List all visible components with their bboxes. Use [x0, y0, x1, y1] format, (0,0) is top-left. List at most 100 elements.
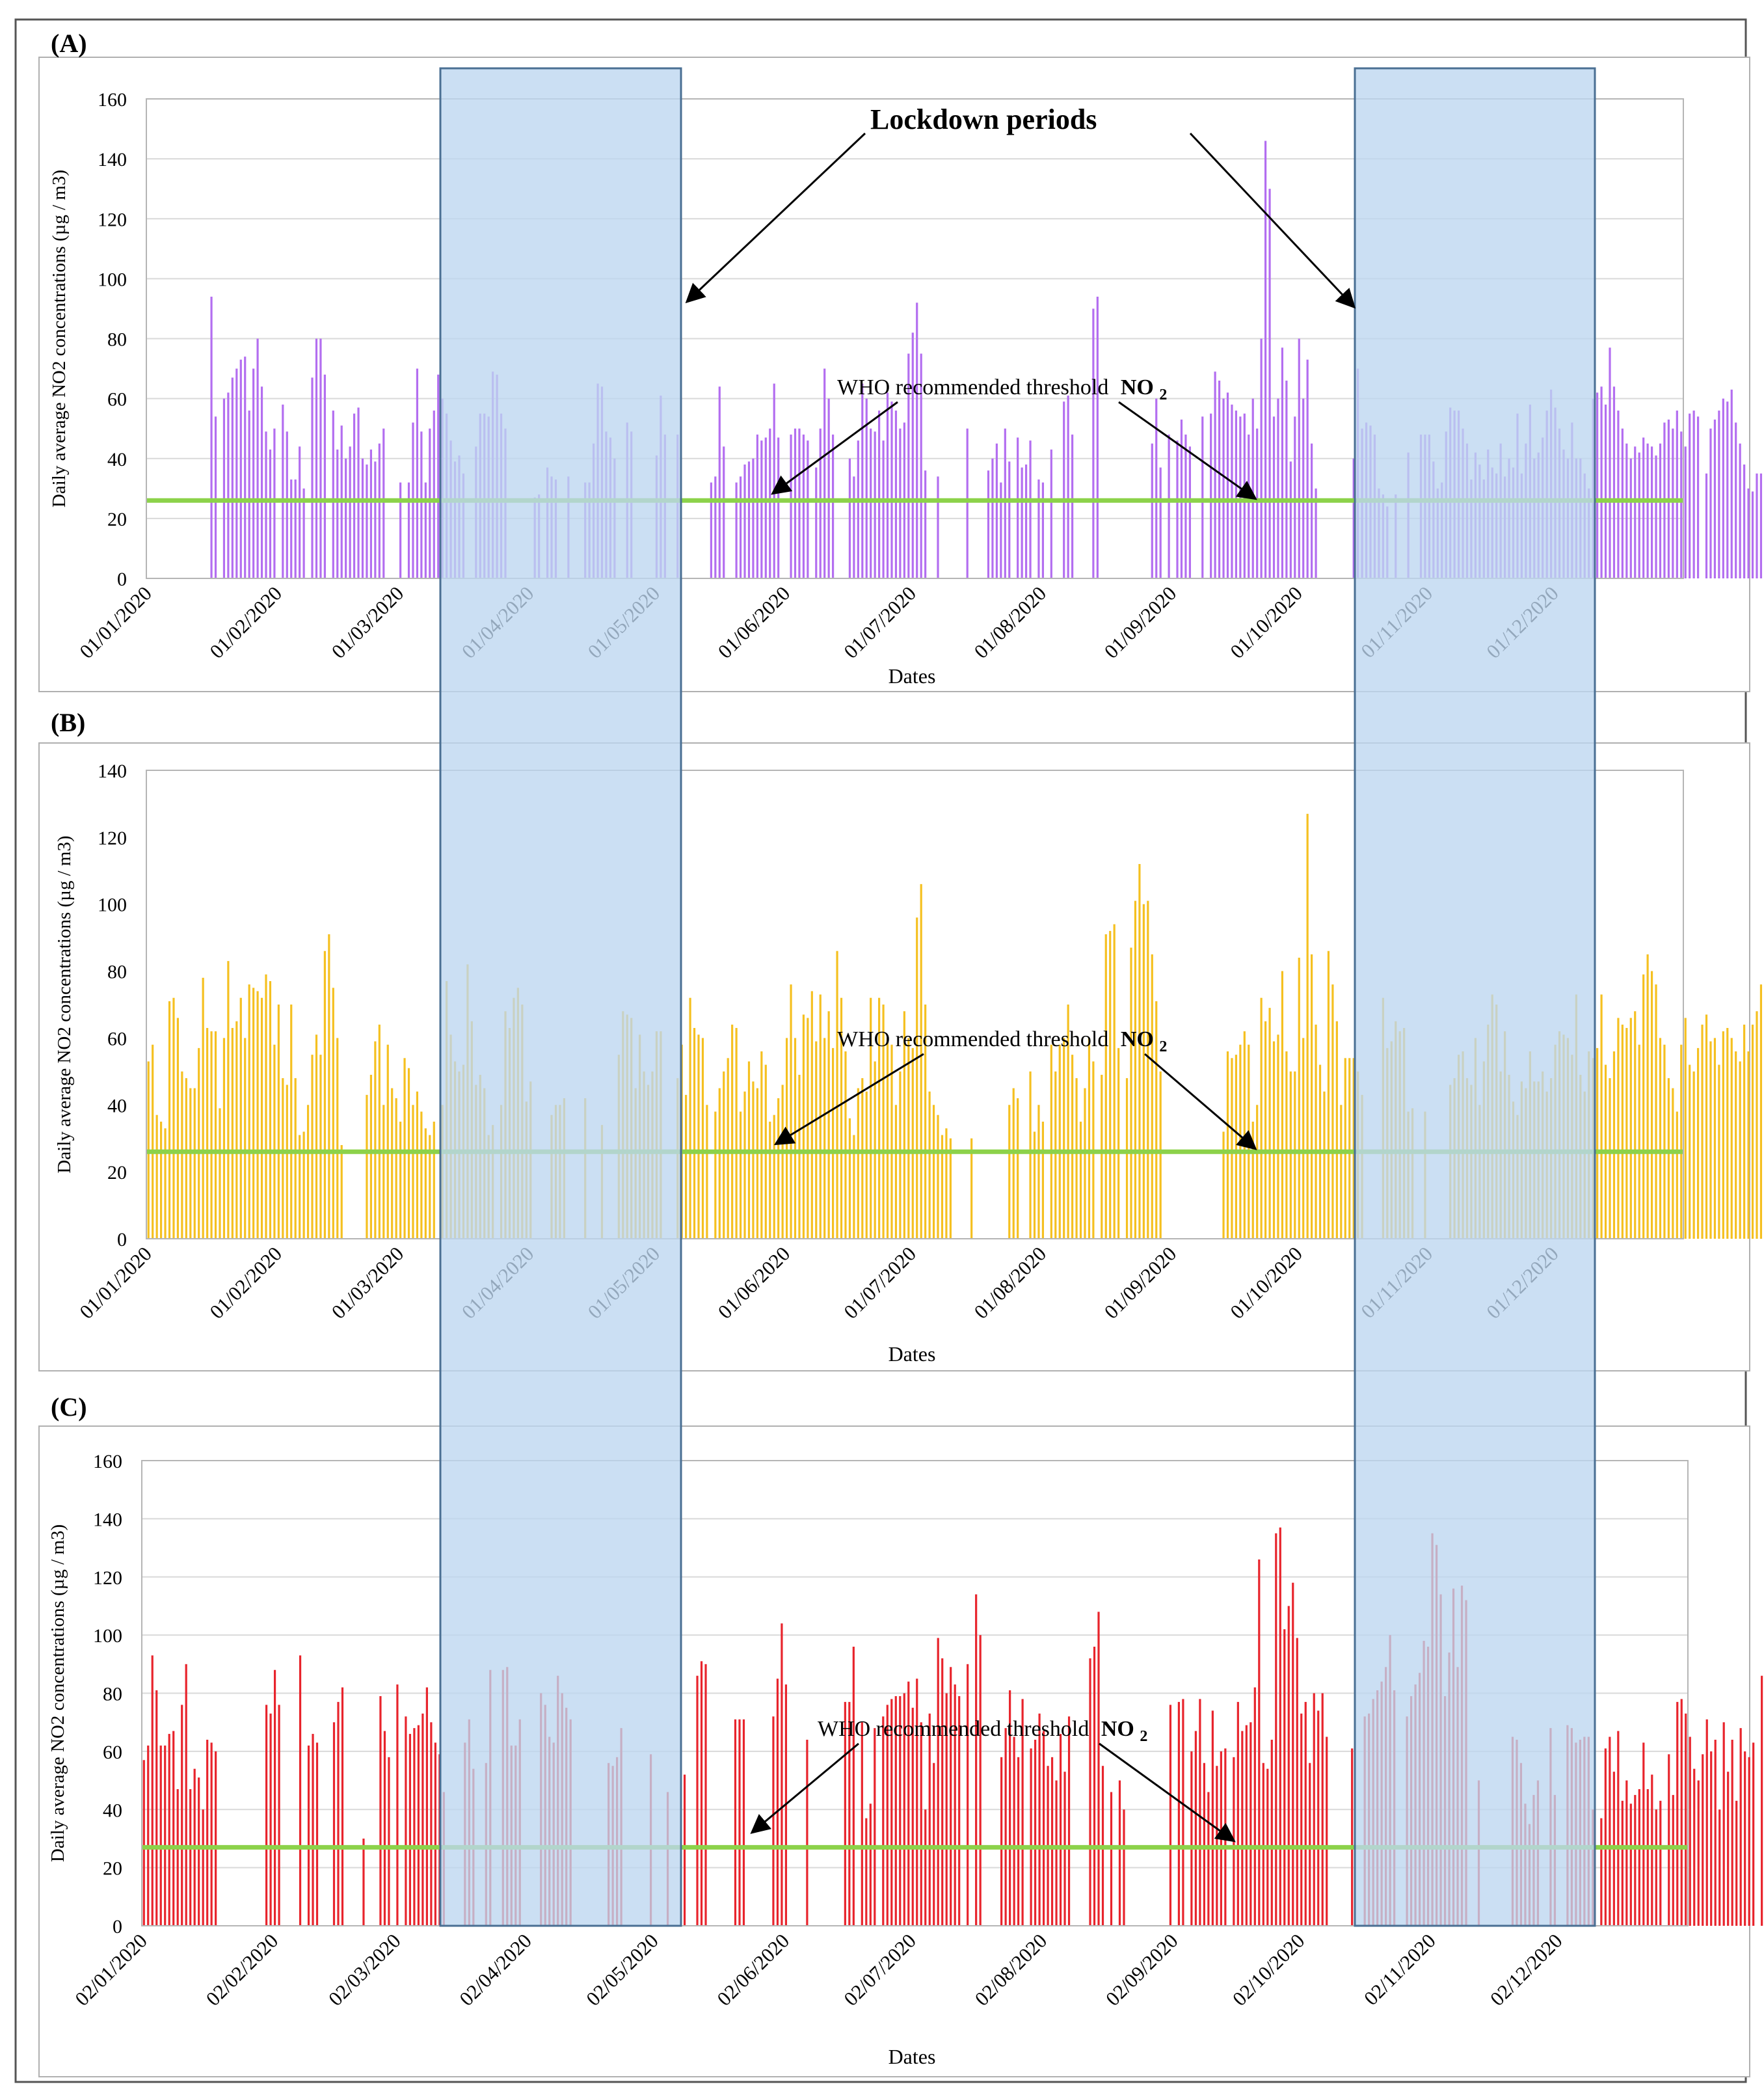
bar-b: [853, 1135, 855, 1239]
bar-a: [1096, 297, 1099, 578]
bar-b: [739, 1111, 742, 1239]
bar-c: [379, 1695, 382, 1926]
bar-a: [1184, 434, 1187, 578]
bar-b: [256, 991, 259, 1239]
who-arrow-right-c: [1099, 1742, 1236, 1843]
bar-c: [869, 1803, 872, 1926]
bar-c: [168, 1734, 170, 1926]
bar-a: [1298, 338, 1300, 578]
bar-c: [1351, 1748, 1354, 1926]
bar-b: [1348, 1058, 1351, 1239]
bar-b: [1159, 1071, 1162, 1239]
bar-b: [1663, 1044, 1666, 1239]
bar-b: [416, 1091, 419, 1239]
y-tick-label-a-60: 60: [107, 389, 127, 411]
bar-c: [1055, 1780, 1058, 1926]
bar-a: [1713, 419, 1717, 578]
bar-b: [1596, 1047, 1599, 1239]
bar-a: [718, 386, 721, 578]
panel-c-y-axis-label: Daily average NO2 concentrations (µg / m…: [47, 1524, 68, 1862]
bar-a: [1638, 452, 1640, 578]
bar-b: [433, 1122, 435, 1239]
bar-c: [700, 1661, 703, 1926]
bar-c: [1727, 1772, 1730, 1926]
bar-b: [1109, 930, 1112, 1239]
bar-a: [1008, 461, 1011, 578]
bar-c: [1258, 1559, 1261, 1926]
bar-c: [1067, 1716, 1071, 1926]
bar-b: [181, 1071, 183, 1239]
bar-c: [1292, 1582, 1294, 1926]
y-tick-label-b-40: 40: [107, 1095, 127, 1116]
bar-c: [181, 1705, 183, 1926]
bar-a: [1726, 401, 1729, 578]
bar-a: [299, 446, 301, 578]
y-tick-label-a-100: 100: [98, 269, 127, 290]
bar-a: [1642, 437, 1645, 578]
bar-b: [252, 988, 255, 1239]
bar-b: [685, 1094, 688, 1239]
bar-c: [742, 1719, 745, 1926]
bar-c: [1038, 1713, 1041, 1926]
bar-c: [1731, 1740, 1733, 1926]
bar-a: [790, 434, 792, 578]
bar-b: [1155, 1001, 1158, 1239]
bar-b: [920, 884, 922, 1239]
bar-b: [1041, 1122, 1045, 1239]
bar-a: [210, 297, 213, 578]
bar-c: [269, 1713, 272, 1926]
bar-a: [760, 440, 763, 578]
bar-a: [315, 338, 318, 578]
bar-b: [752, 1081, 755, 1239]
bar-b: [1151, 954, 1153, 1239]
bar-c: [1326, 1736, 1328, 1926]
bar-b: [1692, 1071, 1695, 1239]
bar-b: [244, 1038, 247, 1239]
bar-c: [273, 1669, 276, 1926]
bar-c: [776, 1679, 779, 1926]
bar-b: [1125, 1078, 1129, 1239]
bar-c: [332, 1722, 336, 1926]
bar-a: [937, 476, 939, 578]
bar-c: [1693, 1768, 1696, 1926]
bar-a: [1004, 428, 1006, 578]
bar-a: [366, 464, 368, 578]
bar-b: [1302, 1038, 1305, 1239]
bar-b: [424, 1128, 427, 1239]
bar-a: [361, 458, 364, 578]
bar-b: [160, 1122, 163, 1239]
bar-a: [1756, 473, 1758, 578]
who-threshold-text-a: WHO recommended threshold: [837, 375, 1108, 399]
bar-a: [1596, 392, 1599, 578]
bar-c: [1629, 1803, 1632, 1926]
bar-b: [391, 1088, 394, 1239]
bar-a: [777, 437, 780, 578]
panel-b-x-axis-label: Dates: [889, 1342, 936, 1366]
bar-a: [798, 428, 801, 578]
bar-b: [332, 988, 334, 1239]
who-threshold-no-c: NO: [1101, 1717, 1134, 1741]
bar-b: [336, 1038, 339, 1239]
bar-b: [231, 1028, 234, 1239]
bar-c: [1236, 1701, 1239, 1926]
bar-a: [1650, 446, 1653, 578]
bar-b: [1134, 900, 1137, 1239]
bar-b: [1147, 900, 1149, 1239]
bar-c: [1089, 1658, 1091, 1926]
bar-b: [1739, 1061, 1741, 1239]
bar-c: [1004, 1728, 1007, 1926]
bar-a: [1159, 467, 1162, 578]
bar-c: [164, 1745, 167, 1926]
bar-b: [1713, 1038, 1717, 1239]
bar-b: [1277, 1034, 1279, 1239]
bar-b: [790, 984, 792, 1239]
bar-a: [1264, 141, 1267, 579]
bar-c: [1296, 1638, 1298, 1926]
y-tick-label-a-80: 80: [107, 329, 127, 351]
bar-a: [1071, 434, 1074, 578]
bar-b: [1667, 1078, 1670, 1239]
bar-b: [1315, 1024, 1317, 1239]
who-arrow-right-b: [1144, 1053, 1257, 1150]
bar-a: [870, 428, 872, 578]
bar-b: [1260, 997, 1263, 1239]
